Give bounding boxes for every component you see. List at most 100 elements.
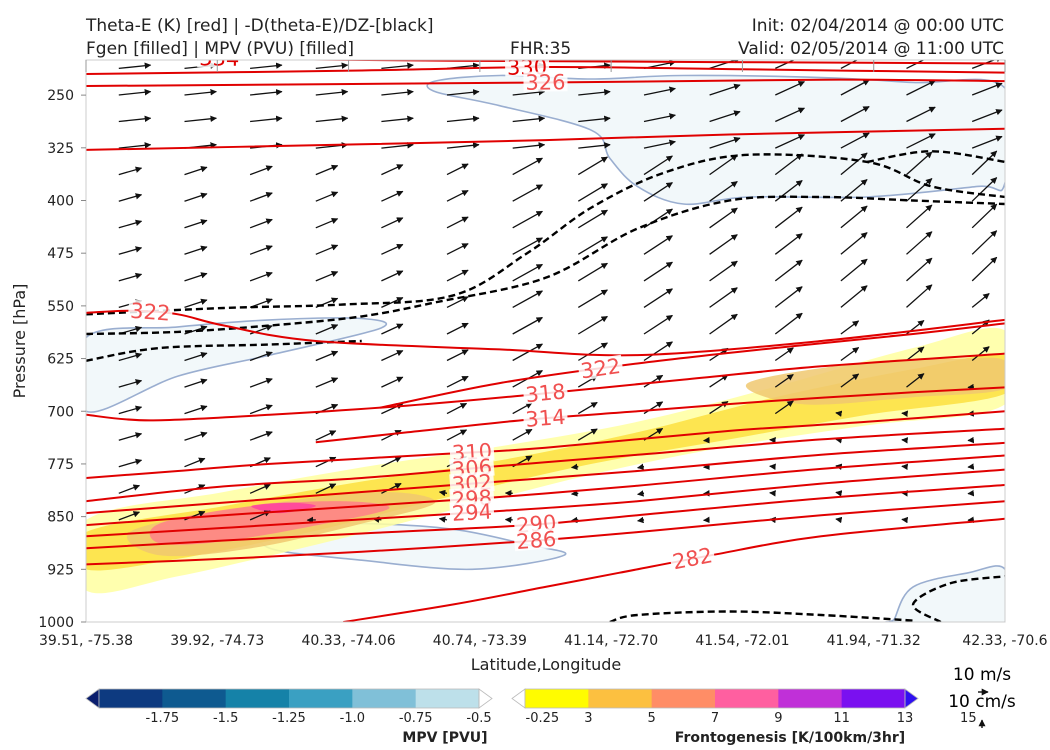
wind-vector xyxy=(118,432,143,441)
wind-vector xyxy=(840,205,868,229)
wind-vector xyxy=(446,375,469,388)
wind-vector xyxy=(906,80,936,96)
wind-vector xyxy=(637,516,645,524)
wind-vector xyxy=(906,178,933,202)
colorbar-extend-right xyxy=(478,688,493,709)
wind-vector xyxy=(315,377,339,388)
colorbar-tick-label: 13 xyxy=(897,711,914,726)
wind-vector xyxy=(184,431,208,441)
wind-vector xyxy=(118,193,143,202)
wind-vector xyxy=(774,312,803,335)
wind-vector xyxy=(249,430,273,441)
theta-e-contour xyxy=(86,410,1005,479)
wind-vector xyxy=(184,115,217,123)
wind-vector xyxy=(512,115,546,123)
wind-vector xyxy=(775,81,805,96)
dtheta-dz-contour xyxy=(86,153,1005,316)
colorbar-swatch xyxy=(715,689,779,708)
wind-vector xyxy=(703,463,710,470)
wind-vector xyxy=(769,436,776,444)
wind-vector xyxy=(769,463,776,470)
wind-vector xyxy=(250,88,283,96)
theta-e-contour xyxy=(86,454,1005,527)
wind-vector xyxy=(577,315,608,335)
wind-vector xyxy=(118,379,143,388)
contour-label-bg xyxy=(127,299,174,323)
colorbar-tick-label: 3 xyxy=(584,711,592,726)
theta-e-contour xyxy=(379,322,1005,409)
wind-vector xyxy=(184,192,208,202)
wind-vector xyxy=(249,165,273,176)
wind-vector xyxy=(249,245,273,255)
x-tick-label: 40.33, -74.06 xyxy=(302,633,396,649)
theta-e-contour xyxy=(86,352,1005,422)
wind-vector xyxy=(835,516,843,524)
colorbar-swatch xyxy=(289,689,353,708)
wind-vector xyxy=(840,152,868,176)
wind-vector xyxy=(118,484,141,494)
wind-vector xyxy=(249,271,273,282)
wind-vector xyxy=(512,290,543,308)
wind-vector xyxy=(381,217,404,229)
wind-vector xyxy=(184,166,208,176)
wind-vector xyxy=(118,352,143,362)
wind-vector xyxy=(906,346,925,362)
wind-vector xyxy=(577,156,608,176)
wind-vector xyxy=(249,483,271,494)
wind-vector xyxy=(709,234,738,255)
y-tick-label: 325 xyxy=(47,141,74,157)
wind-vector xyxy=(906,204,933,229)
colorbar-swatch xyxy=(651,689,716,708)
colorbar-tick-label: 11 xyxy=(833,711,850,726)
axes: 250 325 400 475 550 625 700 775 850 925 1000 39.51,… xyxy=(38,60,1048,649)
wind-vector xyxy=(446,216,469,229)
title-line-1: Theta-E (K) [red] | -D(theta-E)/DZ-[blac… xyxy=(85,16,434,36)
contour-label: 326 xyxy=(525,70,565,94)
wind-vector xyxy=(512,316,543,335)
wind-vector xyxy=(971,135,1003,149)
wind-vector xyxy=(315,324,339,335)
wind-vector xyxy=(381,243,404,255)
wind-vector xyxy=(118,511,141,521)
y-axis-label: Pressure [hPa] xyxy=(10,284,29,399)
wind-vector xyxy=(906,257,933,282)
wind-vector xyxy=(774,153,803,176)
wind-vector xyxy=(709,313,738,335)
wind-vector xyxy=(577,262,608,282)
wind-vector xyxy=(840,373,860,388)
wind-vector xyxy=(184,351,208,362)
wind-vector xyxy=(971,256,998,282)
contour-label-bg xyxy=(522,380,569,405)
wind-vector xyxy=(577,183,608,202)
theta-e-contour xyxy=(86,468,1005,538)
wind-vector xyxy=(118,405,143,415)
colorbar-tick-label: 7 xyxy=(711,711,719,726)
wind-vector xyxy=(446,322,469,335)
wind-vector xyxy=(381,164,404,176)
contour-label: 334 xyxy=(199,46,239,70)
wind-vector xyxy=(835,490,843,497)
wind-vector xyxy=(512,184,543,202)
wind-vector xyxy=(774,400,794,415)
wind-vector xyxy=(512,428,533,441)
wind-vector xyxy=(512,88,546,96)
wind-vector xyxy=(315,191,339,202)
wind-vector xyxy=(577,236,608,255)
contour-label-bg xyxy=(449,500,495,524)
wind-vector xyxy=(643,401,664,415)
wind-vector xyxy=(577,209,608,229)
wind-vector-layer xyxy=(118,60,1003,524)
colorbar-tick-label: -0.5 xyxy=(466,711,491,726)
wind-vector xyxy=(643,261,673,282)
contour-label-bg xyxy=(513,527,559,552)
x-tick-label: 42.33, -70.6 xyxy=(962,633,1047,649)
wind-vector xyxy=(570,490,579,497)
colorbar-swatch xyxy=(841,689,906,708)
wind-vector xyxy=(971,109,1003,123)
wind-vector xyxy=(446,163,469,176)
y-tick-label: 550 xyxy=(47,299,74,315)
wind-vector xyxy=(971,292,990,308)
wind-vector xyxy=(118,115,152,123)
colorbar-tick-label: -0.25 xyxy=(526,711,560,726)
wind-vector xyxy=(315,62,349,70)
